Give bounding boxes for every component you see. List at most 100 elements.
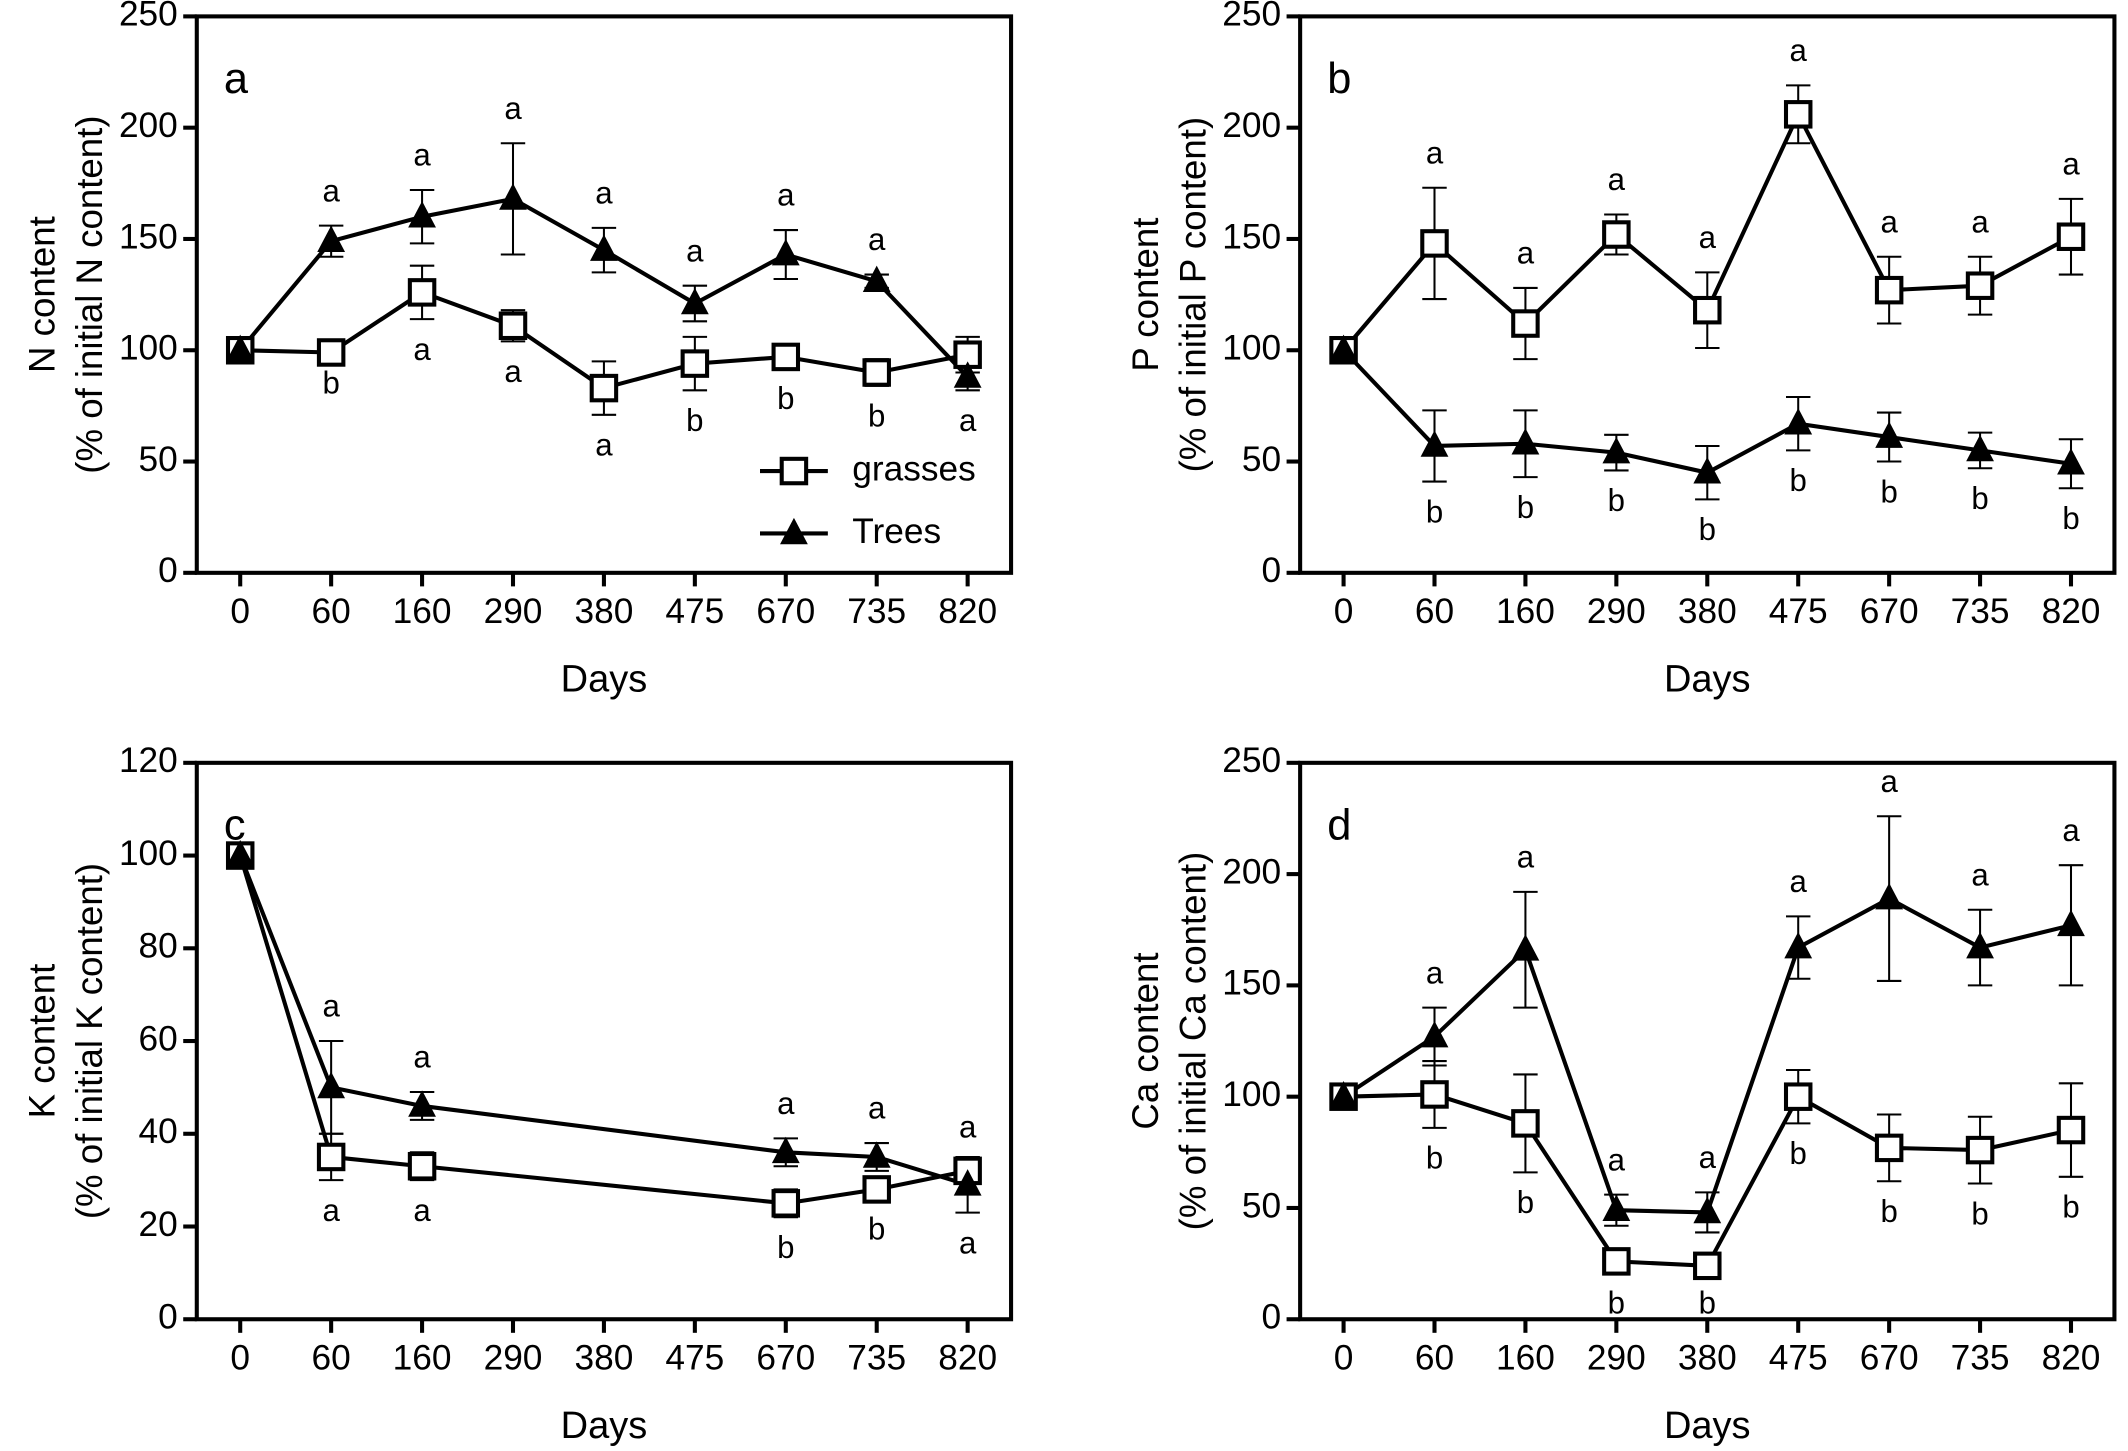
x-tick-label: 160 bbox=[1496, 1338, 1555, 1377]
y-tick-label: 0 bbox=[1262, 1298, 1282, 1337]
y-tick-label: 60 bbox=[139, 1019, 178, 1058]
x-tick-label: 380 bbox=[1678, 1338, 1737, 1377]
marker bbox=[1329, 334, 1358, 362]
marker bbox=[1693, 1196, 1722, 1224]
marker bbox=[498, 311, 528, 341]
significance-letter: b bbox=[868, 399, 885, 434]
x-tick-label: 735 bbox=[847, 592, 906, 631]
significance-letter: a bbox=[1426, 135, 1444, 170]
marker bbox=[771, 1136, 800, 1164]
marker bbox=[1602, 220, 1631, 249]
y-axis-label: (% of initial Ca content) bbox=[1172, 852, 1213, 1231]
x-tick-label: 475 bbox=[665, 1338, 724, 1377]
y-axis-label: (% of initial P content) bbox=[1172, 117, 1213, 473]
significance-letter: a bbox=[1971, 204, 1989, 239]
significance-letter: a bbox=[1790, 864, 1808, 899]
marker bbox=[1602, 1247, 1631, 1276]
series-line bbox=[238, 196, 970, 379]
x-tick-label: 475 bbox=[1769, 592, 1828, 631]
significance-letter: a bbox=[959, 1225, 977, 1260]
significance-letter: b bbox=[777, 381, 794, 416]
marker bbox=[780, 517, 808, 545]
panel-label: c bbox=[224, 801, 246, 849]
significance-letter: a bbox=[1790, 33, 1808, 68]
significance-letter: b bbox=[868, 1212, 885, 1247]
x-tick-label: 60 bbox=[312, 1338, 351, 1377]
significance-letter: a bbox=[413, 1040, 431, 1075]
marker bbox=[408, 201, 436, 228]
x-tick-label: 290 bbox=[484, 592, 543, 631]
marker bbox=[1420, 1080, 1449, 1109]
significance-letter: b bbox=[1880, 1194, 1897, 1229]
marker bbox=[1966, 931, 1994, 959]
significance-letter: a bbox=[322, 989, 340, 1024]
significance-letter: a bbox=[777, 178, 795, 213]
y-axis-label: (% of initial K content) bbox=[69, 863, 110, 1219]
significance-letter: a bbox=[1517, 236, 1535, 271]
marker bbox=[953, 1169, 982, 1196]
marker bbox=[2057, 909, 2085, 937]
marker bbox=[1783, 100, 1813, 129]
marker bbox=[1511, 428, 1540, 455]
significance-letter: a bbox=[959, 1109, 977, 1144]
x-tick-label: 670 bbox=[1860, 592, 1919, 631]
significance-letter: a bbox=[686, 233, 704, 268]
significance-letter: a bbox=[868, 1091, 886, 1126]
marker bbox=[226, 839, 255, 867]
marker bbox=[2056, 1115, 2086, 1145]
marker bbox=[1874, 1133, 1904, 1163]
y-tick-label: 40 bbox=[139, 1112, 178, 1151]
marker bbox=[1420, 430, 1449, 457]
y-axis-label: Ca content bbox=[1125, 952, 1166, 1129]
x-tick-label: 475 bbox=[665, 592, 724, 631]
significance-letter: b bbox=[1608, 1285, 1625, 1320]
marker bbox=[1420, 229, 1449, 258]
y-tick-label: 100 bbox=[1222, 1075, 1281, 1114]
x-tick-label: 290 bbox=[1587, 1338, 1646, 1377]
y-tick-label: 0 bbox=[158, 551, 178, 590]
x-axis-label: Days bbox=[561, 1405, 648, 1447]
significance-letter: b bbox=[1790, 1136, 1807, 1171]
marker bbox=[590, 234, 618, 261]
marker bbox=[779, 456, 809, 486]
y-tick-label: 150 bbox=[1222, 217, 1281, 256]
y-tick-label: 200 bbox=[1222, 106, 1281, 145]
x-tick-label: 0 bbox=[230, 592, 250, 631]
x-tick-label: 160 bbox=[393, 1338, 452, 1377]
x-axis-label: Days bbox=[1664, 1405, 1751, 1447]
panel-label: b bbox=[1327, 55, 1351, 103]
significance-letter: a bbox=[1880, 764, 1898, 799]
marker bbox=[1511, 1109, 1540, 1138]
y-tick-label: 100 bbox=[1222, 329, 1281, 368]
significance-letter: a bbox=[413, 138, 431, 173]
x-tick-label: 290 bbox=[1587, 592, 1646, 631]
legend-label: Trees bbox=[852, 512, 941, 551]
marker bbox=[316, 338, 346, 367]
marker bbox=[317, 225, 346, 252]
y-tick-label: 250 bbox=[1222, 0, 1281, 34]
marker bbox=[862, 265, 891, 293]
significance-letter: b bbox=[1880, 474, 1897, 509]
y-tick-label: 120 bbox=[119, 741, 178, 780]
marker bbox=[1784, 408, 1813, 435]
marker bbox=[1602, 1194, 1631, 1221]
y-tick-label: 0 bbox=[1262, 551, 1282, 590]
x-tick-label: 0 bbox=[230, 1338, 250, 1377]
significance-letter: b bbox=[1426, 1141, 1443, 1176]
x-tick-label: 0 bbox=[1334, 1338, 1354, 1377]
marker bbox=[1875, 882, 1904, 910]
significance-letter: b bbox=[1699, 512, 1716, 547]
significance-letter: a bbox=[413, 332, 431, 367]
marker bbox=[1875, 421, 1904, 448]
y-tick-label: 100 bbox=[119, 834, 178, 873]
marker bbox=[2056, 222, 2086, 251]
significance-letter: a bbox=[1608, 1142, 1626, 1177]
series-line bbox=[238, 854, 969, 1206]
x-tick-label: 820 bbox=[938, 1338, 997, 1377]
x-tick-label: 380 bbox=[1678, 592, 1737, 631]
significance-letter: a bbox=[1699, 1140, 1717, 1175]
y-tick-label: 200 bbox=[1222, 852, 1281, 891]
x-tick-label: 380 bbox=[575, 592, 634, 631]
y-tick-label: 80 bbox=[139, 927, 178, 966]
significance-letter: b bbox=[2062, 1190, 2079, 1225]
